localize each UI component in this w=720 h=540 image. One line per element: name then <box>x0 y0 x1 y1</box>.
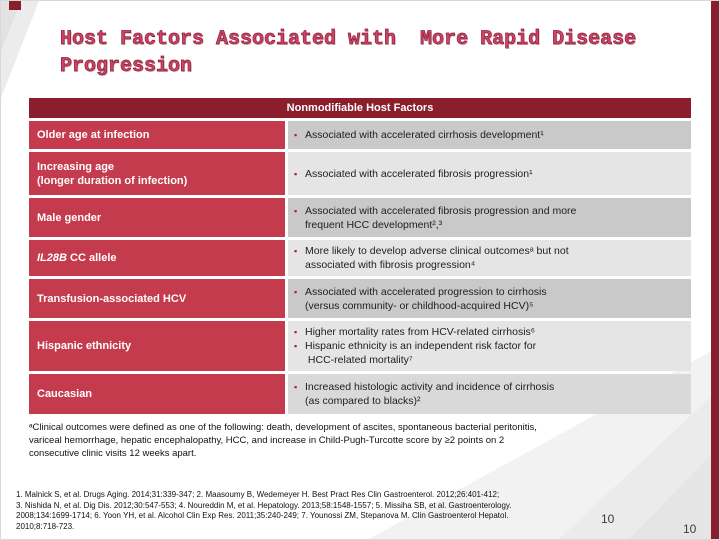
bullet-item: ▪ Increased histologic activity and incid… <box>292 380 685 408</box>
bullet-text: More likely to develop adverse clinical … <box>305 245 569 271</box>
bullet-text: Increased histologic activity and incide… <box>305 381 555 407</box>
description-cell: ▪ Associated with accelerated fibrosis pr… <box>288 152 691 195</box>
bullet-text: Higher mortality rates from HCV-related … <box>305 326 536 338</box>
bullet-text: Associated with accelerated progression … <box>305 285 547 312</box>
table-row-increasing-age: Increasing age (longer duration of infec… <box>29 152 691 195</box>
factor-cell: Transfusion-associated HCV <box>29 279 285 318</box>
factor-cell: Increasing age (longer duration of infec… <box>29 152 285 195</box>
bullet-item: ▪ Higher mortality rates from HCV-related… <box>292 325 685 339</box>
bullet-text: Associated with accelerated cirrhosis de… <box>305 129 544 141</box>
bullet-text: Associated with accelerated fibrosis pro… <box>305 167 533 180</box>
footnote: ᵃClinical outcomes were defined as one o… <box>29 422 537 459</box>
description-cell: ▪ More likely to develop adverse clinical… <box>288 240 691 276</box>
description-cell: ▪ Associated with accelerated progression… <box>288 279 691 318</box>
gene-name: IL28B <box>37 252 67 264</box>
bullet-square-icon: ▪ <box>294 286 298 297</box>
bullet-square-icon: ▪ <box>294 246 298 256</box>
table-row-caucasian: Caucasian ▪ Increased histologic activity… <box>29 374 691 414</box>
factor-cell: Hispanic ethnicity <box>29 321 285 371</box>
factor-cell: Male gender <box>29 198 285 237</box>
bullet-item: ▪ More likely to develop adverse clinical… <box>292 244 685 272</box>
bullet-text: Associated with accelerated fibrosis pro… <box>305 204 577 231</box>
description-cell: ▪ Increased histologic activity and incid… <box>288 374 691 414</box>
table-row-older-age: Older age at infection ▪ Associated with … <box>29 121 691 149</box>
factor-cell: Older age at infection <box>29 121 285 149</box>
bullet-text: Hispanic ethnicity is an independent ris… <box>305 340 537 366</box>
bullet-item: ▪ Associated with accelerated progression… <box>292 285 685 313</box>
bullet-square-icon: ▪ <box>294 382 298 392</box>
slide-title: Host Factors Associated with More Rapid … <box>60 28 637 79</box>
table-row-transfusion-hcv: Transfusion-associated HCV ▪ Associated w… <box>29 279 691 318</box>
viewer-page-number: 10 <box>683 522 697 536</box>
right-accent-bar <box>711 1 719 539</box>
bullet-square-icon: ▪ <box>294 130 298 140</box>
slide-page-number: 10 <box>601 512 615 526</box>
bullet-item: ▪ Associated with accelerated fibrosis pr… <box>292 204 685 232</box>
bullet-square-icon: ▪ <box>294 205 298 216</box>
description-cell: ▪ Associated with accelerated cirrhosis d… <box>288 121 691 149</box>
factor-cell: Caucasian <box>29 374 285 414</box>
table-row-male-gender: Male gender ▪ Associated with accelerated… <box>29 198 691 237</box>
description-cell: ▪ Associated with accelerated fibrosis pr… <box>288 198 691 237</box>
accent-square <box>9 1 21 10</box>
references: 1. Malnick S, et al. Drugs Aging. 2014;3… <box>16 490 512 531</box>
description-cell: ▪ Higher mortality rates from HCV-related… <box>288 321 691 371</box>
bullet-square-icon: ▪ <box>294 168 298 179</box>
bullet-square-icon: ▪ <box>294 327 298 337</box>
table-row-hispanic-ethnicity: Hispanic ethnicity ▪ Higher mortality rat… <box>29 321 691 371</box>
host-factors-table: Nonmodifiable Host Factors Older age at … <box>29 98 691 414</box>
bullet-item: ▪ Hispanic ethnicity is an independent ri… <box>292 339 685 367</box>
table-header: Nonmodifiable Host Factors <box>29 98 691 118</box>
factor-cell: IL28B CC allele <box>29 240 285 276</box>
bullet-square-icon: ▪ <box>294 341 298 351</box>
bullet-item: ▪ Associated with accelerated fibrosis pr… <box>292 167 685 181</box>
bullet-item: ▪ Associated with accelerated cirrhosis d… <box>292 128 685 142</box>
factor-label: CC allele <box>66 252 117 264</box>
table-row-il28b-allele: IL28B CC allele ▪ More likely to develop … <box>29 240 691 276</box>
